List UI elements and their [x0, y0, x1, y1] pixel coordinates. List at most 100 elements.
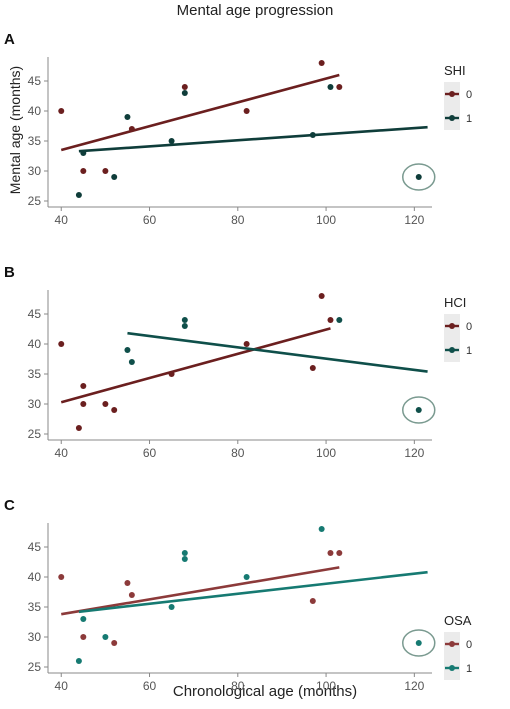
legend-label: 1 [466, 113, 472, 125]
data-point-1 [75, 192, 82, 198]
data-point-0 [102, 168, 109, 174]
y-tick-label: 25 [28, 427, 42, 441]
panel-label: A [4, 31, 15, 48]
data-point-0 [80, 634, 87, 640]
y-tick-label: 45 [28, 74, 42, 88]
data-point-0 [128, 126, 135, 132]
data-point-1 [75, 658, 82, 664]
x-tick-label: 60 [143, 446, 157, 460]
x-tick-label: 60 [143, 213, 157, 227]
data-point-1 [102, 634, 109, 640]
data-point-1 [181, 317, 188, 323]
data-point-1 [318, 526, 325, 532]
legend-label: 1 [466, 345, 472, 357]
legend-label: 0 [466, 639, 472, 651]
legend-key-point [449, 347, 455, 353]
data-point-0 [80, 383, 87, 389]
y-tick-label: 40 [28, 104, 42, 118]
data-point-1 [415, 174, 422, 180]
y-tick-label: 25 [28, 660, 42, 674]
y-tick-label: 40 [28, 570, 42, 584]
y-tick-label: 35 [28, 134, 42, 148]
legend-label: 0 [466, 89, 472, 101]
legend-key-bg [444, 82, 460, 130]
y-tick-label: 30 [28, 164, 42, 178]
x-tick-label: 60 [143, 679, 157, 693]
y-tick-label: 35 [28, 600, 42, 614]
highlight-ellipse [402, 396, 436, 424]
data-point-0 [318, 60, 325, 66]
data-point-0 [168, 371, 175, 377]
data-point-0 [58, 108, 65, 114]
data-point-0 [80, 401, 87, 407]
y-tick-label: 40 [28, 337, 42, 351]
x-tick-label: 100 [316, 679, 336, 693]
data-point-1 [181, 90, 188, 96]
x-axis-label: Chronological age (months) [172, 683, 358, 700]
data-point-0 [128, 592, 135, 598]
x-tick-label: 100 [316, 446, 336, 460]
data-point-0 [111, 640, 118, 646]
data-point-1 [168, 604, 175, 610]
data-point-0 [309, 598, 316, 604]
legend-label: 1 [466, 663, 472, 675]
data-point-1 [415, 407, 422, 413]
data-point-1 [336, 317, 343, 323]
data-point-1 [80, 150, 87, 156]
highlight-ellipse [402, 629, 436, 657]
data-point-0 [336, 550, 343, 556]
data-point-1 [415, 640, 422, 646]
data-point-0 [124, 580, 131, 586]
data-point-1 [168, 138, 175, 144]
data-point-0 [327, 317, 334, 323]
x-tick-label: 40 [55, 446, 69, 460]
data-point-1 [309, 132, 316, 138]
data-point-1 [111, 174, 118, 180]
trend-line-0 [61, 566, 340, 616]
legend-title: HCI [444, 295, 466, 310]
data-point-0 [75, 425, 82, 431]
data-point-1 [181, 556, 188, 562]
data-point-0 [243, 108, 250, 114]
x-tick-label: 100 [316, 213, 336, 227]
legend-key-point [449, 115, 455, 121]
x-tick-label: 120 [404, 679, 424, 693]
panel-label: C [4, 497, 15, 514]
panel-label: B [4, 264, 15, 281]
data-point-0 [58, 574, 65, 580]
highlight-ellipse [402, 163, 436, 191]
legend-label: 0 [466, 321, 472, 333]
legend-key-bg [444, 314, 460, 362]
trend-line-0 [60, 327, 331, 404]
x-tick-label: 120 [404, 446, 424, 460]
x-tick-label: 40 [55, 679, 69, 693]
data-point-0 [243, 341, 250, 347]
data-point-0 [327, 550, 334, 556]
legend-title: OSA [444, 613, 472, 628]
x-tick-label: 80 [231, 679, 245, 693]
trend-line-1 [78, 125, 428, 153]
trend-line-1 [127, 331, 428, 373]
y-tick-label: 30 [28, 630, 42, 644]
data-point-1 [124, 347, 131, 353]
data-point-1 [124, 114, 131, 120]
data-point-0 [80, 168, 87, 174]
data-point-1 [181, 550, 188, 556]
trend-line-0 [60, 73, 340, 152]
y-tick-label: 35 [28, 367, 42, 381]
legend-key-bg [444, 632, 460, 680]
data-point-0 [102, 401, 109, 407]
data-point-0 [111, 407, 118, 413]
data-point-1 [80, 616, 87, 622]
data-point-1 [243, 574, 250, 580]
data-point-0 [309, 365, 316, 371]
trend-line-1 [78, 570, 428, 614]
data-point-1 [327, 84, 334, 90]
y-tick-label: 25 [28, 194, 42, 208]
panel-c: C 25 30 35 40 45 40 60 80 100 120 OSA 0 1 [4, 497, 472, 693]
data-point-0 [58, 341, 65, 347]
y-tick-label: 45 [28, 540, 42, 554]
